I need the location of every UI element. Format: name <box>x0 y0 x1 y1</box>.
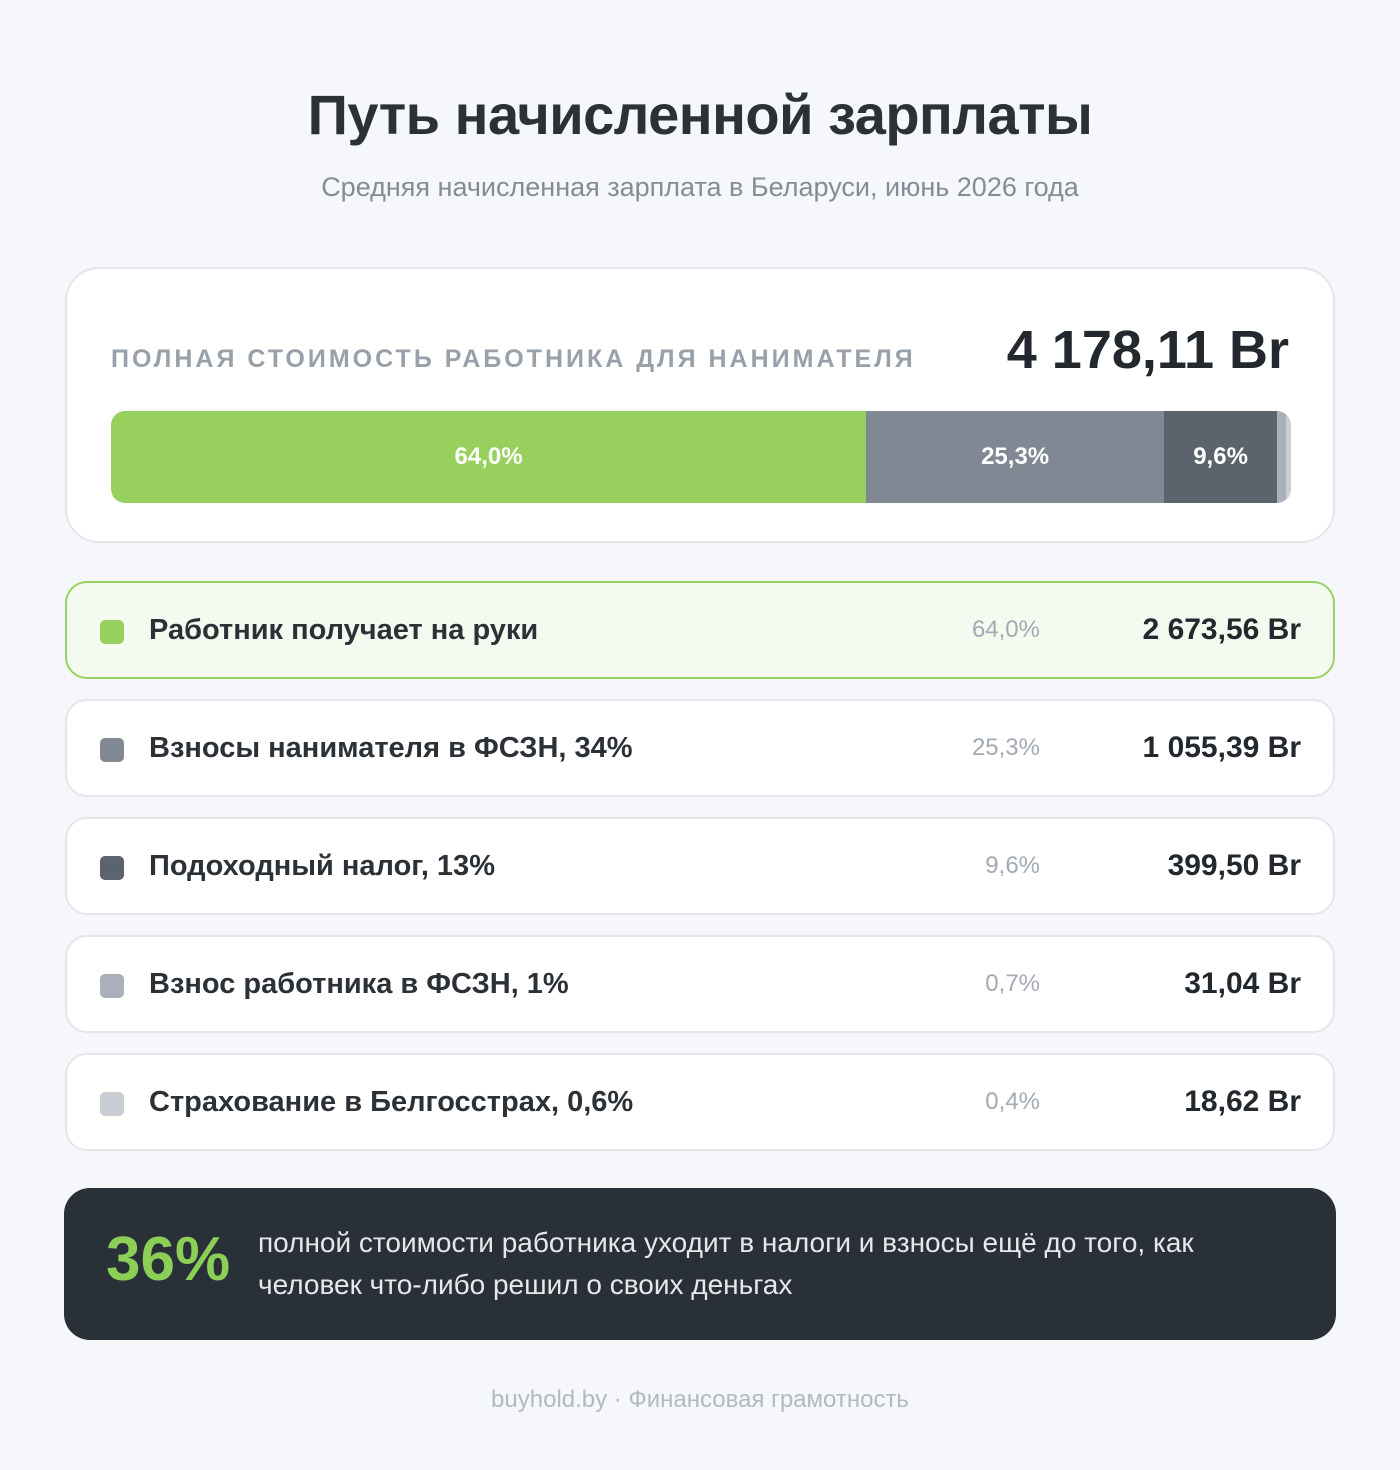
row-percent: 25,3% <box>971 734 1040 761</box>
legend-swatch <box>100 620 124 644</box>
row-label: Работник получает на руки <box>149 614 539 646</box>
callout-text: полной стоимости работника уходит в нало… <box>258 1227 1194 1300</box>
breakdown-row-income-tax: Подоходный налог, 13% 9,6% 399,50 Br <box>65 817 1335 915</box>
row-percent: 64,0% <box>971 616 1040 643</box>
legend-swatch <box>100 974 124 998</box>
row-label: Подоходный налог, 13% <box>149 850 495 882</box>
callout-percent: 36% <box>106 1225 231 1294</box>
page-subtitle: Средняя начисленная зарплата в Беларуси,… <box>321 172 1079 202</box>
breakdown-row-employee-fszn: Взнос работника в ФСЗН, 1% 0,7% 31,04 Br <box>65 935 1335 1033</box>
bar-segment-income-tax: 9,6% <box>1164 411 1277 503</box>
row-amount: 1 055,39 Br <box>1142 731 1301 764</box>
bar-segment-label: 64,0% <box>454 443 523 470</box>
total-cost-card: ПОЛНАЯ СТОИМОСТЬ РАБОТНИКА ДЛЯ НАНИМАТЕЛ… <box>65 267 1335 543</box>
total-cost-value: 4 178,11 Br <box>1006 320 1289 380</box>
row-label: Страхование в Белгосстрах, 0,6% <box>149 1086 634 1118</box>
summary-callout: 36% полной стоимости работника уходит в … <box>64 1188 1336 1340</box>
bar-segment-employee-fszn <box>1276 411 1286 503</box>
row-amount: 31,04 Br <box>1184 967 1301 1000</box>
total-cost-label: ПОЛНАЯ СТОИМОСТЬ РАБОТНИКА ДЛЯ НАНИМАТЕЛ… <box>111 345 916 373</box>
bar-segment-net-pay: 64,0% <box>111 411 867 503</box>
legend-swatch <box>100 1092 124 1116</box>
row-amount: 399,50 Br <box>1167 849 1301 882</box>
bar-segment-insurance <box>1285 411 1291 503</box>
row-amount: 18,62 Br <box>1184 1085 1301 1118</box>
legend-swatch <box>100 856 124 880</box>
breakdown-row-employer-fszn: Взносы нанимателя в ФСЗН, 34% 25,3% 1 05… <box>65 699 1335 797</box>
row-percent: 9,6% <box>985 852 1040 879</box>
row-percent: 0,4% <box>985 1088 1040 1115</box>
legend-swatch <box>100 738 124 762</box>
footer-credit: buyhold.by · Финансовая грамотность <box>491 1386 909 1413</box>
stacked-bar-chart: 64,0% 25,3% 9,6% <box>111 411 1291 503</box>
row-percent: 0,7% <box>985 970 1040 997</box>
bar-segment-label: 25,3% <box>981 443 1050 470</box>
page-title: Путь начисленной зарплаты <box>307 83 1093 146</box>
bar-segment-employer-fszn: 25,3% <box>866 411 1165 503</box>
row-amount: 2 673,56 Br <box>1142 613 1301 646</box>
bar-segment-label: 9,6% <box>1193 443 1248 470</box>
breakdown-row-net-pay: Работник получает на руки 64,0% 2 673,56… <box>65 581 1335 679</box>
row-label: Взносы нанимателя в ФСЗН, 34% <box>149 732 633 764</box>
breakdown-row-insurance: Страхование в Белгосстрах, 0,6% 0,4% 18,… <box>65 1053 1335 1151</box>
row-label: Взнос работника в ФСЗН, 1% <box>149 968 569 1000</box>
